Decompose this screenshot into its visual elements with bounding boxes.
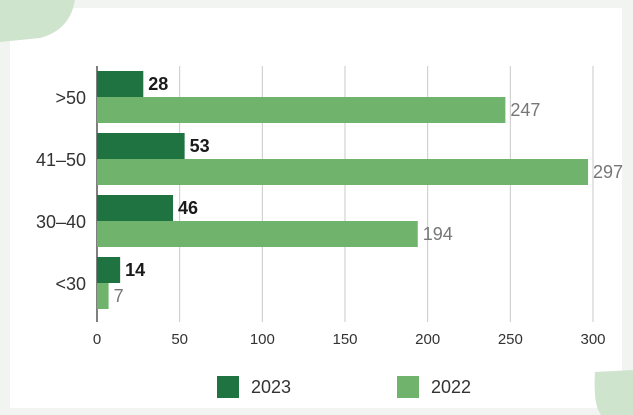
legend-swatch-2023: [217, 376, 239, 398]
x-tick-label-200: 200: [415, 331, 440, 348]
legend: 2023 2022: [0, 376, 633, 402]
bar-2023-2: [97, 195, 174, 221]
bars: [97, 71, 589, 309]
x-tick-labels: 0 50 100 150 200 250 300: [93, 331, 606, 348]
data-label-2023-2: 46: [178, 198, 198, 218]
data-label-2023-0: 28: [148, 74, 168, 94]
category-label-0: >50: [55, 88, 86, 108]
bar-2022-0: [97, 97, 506, 123]
category-label-2: 30–40: [36, 212, 86, 232]
category-labels: >50 41–50 30–40 <30: [36, 88, 86, 294]
bar-2022-3: [97, 283, 109, 309]
legend-item-2023: 2023: [217, 376, 291, 398]
data-label-2022-3: 7: [114, 286, 124, 306]
data-label-2023-1: 53: [190, 136, 210, 156]
x-tick-label-50: 50: [171, 331, 188, 348]
data-label-2023-3: 14: [125, 260, 145, 280]
bar-2023-3: [97, 257, 121, 283]
legend-item-2022: 2022: [397, 376, 471, 398]
bar-2023-1: [97, 133, 185, 159]
x-tick-label-100: 100: [250, 331, 275, 348]
x-tick-label-250: 250: [498, 331, 523, 348]
corner-decoration-bottom-right: [594, 370, 633, 415]
data-label-2022-2: 194: [423, 224, 453, 244]
x-tick-label-0: 0: [93, 331, 101, 348]
x-tick-label-300: 300: [580, 331, 605, 348]
bar-2022-2: [97, 221, 418, 247]
legend-label-2022: 2022: [431, 376, 472, 397]
data-labels: 28 247 53 297 46 194 147: [114, 74, 624, 306]
data-label-2022-0: 247: [510, 100, 540, 120]
x-tick-label-150: 150: [332, 331, 357, 348]
legend-label-2023: 2023: [251, 376, 292, 397]
bar-2022-1: [97, 159, 589, 185]
category-label-3: <30: [55, 274, 86, 294]
legend-swatch-2022: [397, 376, 419, 398]
bar-2023-0: [97, 71, 144, 97]
data-label-2022-1: 297: [593, 162, 623, 182]
category-label-1: 41–50: [36, 150, 86, 170]
corner-decoration-top-left: [0, 0, 75, 42]
